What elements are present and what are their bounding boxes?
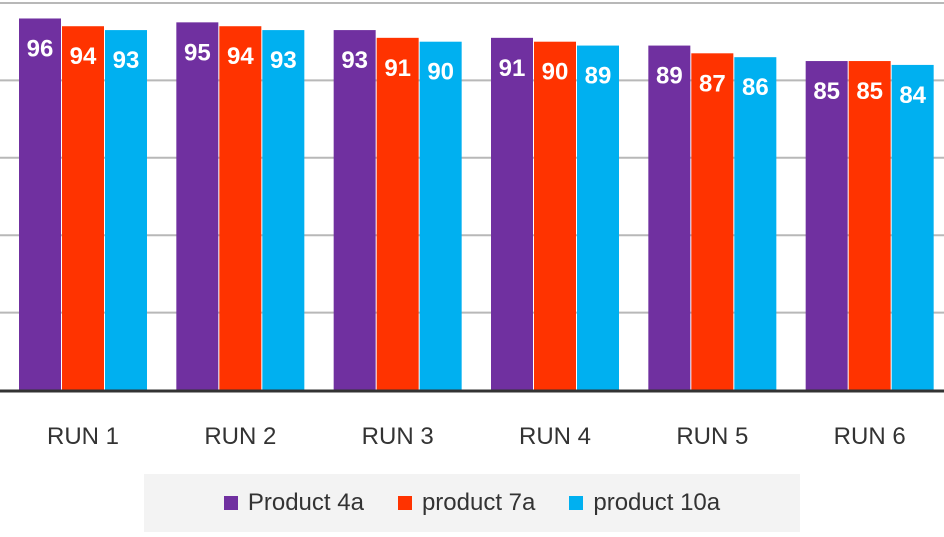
data-label: 93 — [113, 47, 140, 74]
x-tick-label: RUN 4 — [519, 423, 591, 450]
bar — [376, 37, 419, 391]
data-label: 93 — [341, 47, 368, 74]
data-label: 90 — [427, 59, 454, 86]
data-label: 91 — [384, 55, 411, 82]
data-label: 91 — [499, 55, 526, 82]
x-tick-label: RUN 5 — [676, 423, 748, 450]
bar-chart: 96 94 93 95 94 93 93 91 90 91 90 89 89 87 86 85 85 84 RUN… — [0, 2, 944, 450]
x-tick-label: RUN 2 — [204, 423, 276, 450]
data-label: 94 — [227, 43, 254, 70]
data-label: 94 — [70, 43, 97, 70]
bars — [19, 18, 934, 391]
bar — [848, 61, 891, 391]
legend-item-series-1: Product 4a — [223, 489, 364, 517]
legend: Product 4a product 7a product 10a — [144, 474, 800, 532]
bar — [691, 53, 734, 391]
data-label: 95 — [184, 39, 211, 66]
bar — [534, 41, 576, 390]
bar — [19, 18, 61, 390]
data-label: 89 — [585, 63, 612, 90]
gridlines — [0, 2, 944, 314]
legend-swatch-series-1 — [223, 496, 238, 510]
bar — [577, 45, 619, 390]
data-label: 85 — [813, 78, 840, 105]
bar — [62, 26, 104, 390]
x-axis-tick-labels: RUN 1 RUN 2 RUN 3 RUN 4 RUN 5 RUN 6 — [47, 423, 906, 450]
bar — [219, 26, 262, 390]
bar — [333, 30, 376, 391]
x-tick-label: RUN 3 — [362, 423, 434, 450]
bar — [891, 64, 934, 391]
data-label: 93 — [270, 47, 297, 74]
bar — [419, 41, 462, 390]
data-labels: 96 94 93 95 94 93 93 91 90 91 90 89 89 87 86 85 85 84 — [27, 35, 927, 108]
bar — [734, 57, 777, 391]
x-tick-label: RUN 1 — [47, 423, 119, 450]
data-label: 86 — [742, 74, 769, 101]
data-label: 89 — [656, 63, 683, 90]
bar — [648, 45, 691, 390]
legend-label-series-1: Product 4a — [247, 489, 364, 516]
bar — [805, 61, 848, 391]
legend-label-series-3: product 10a — [593, 489, 721, 516]
data-label: 85 — [856, 78, 883, 105]
data-label: 96 — [27, 35, 54, 62]
legend-label-series-2: product 7a — [421, 489, 536, 516]
bar — [105, 30, 147, 391]
data-label: 90 — [542, 59, 569, 86]
bar — [491, 37, 533, 391]
legend-item-series-3: product 10a — [569, 489, 720, 517]
data-label: 84 — [899, 82, 926, 109]
legend-swatch-series-3 — [569, 496, 584, 510]
x-tick-label: RUN 6 — [834, 423, 906, 450]
bar — [262, 30, 305, 391]
bar — [176, 22, 219, 390]
legend-item-series-2: product 7a — [397, 489, 536, 517]
data-label: 87 — [699, 70, 726, 97]
legend-swatch-series-2 — [397, 496, 412, 510]
